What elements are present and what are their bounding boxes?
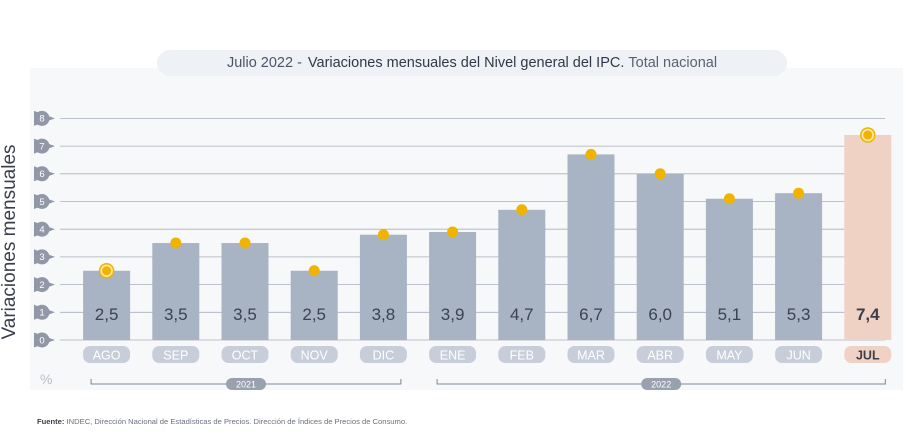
value-label: 2,5: [302, 305, 326, 324]
category-label: MAY: [716, 349, 743, 363]
bar: [359, 234, 407, 340]
category-label: FEB: [510, 349, 534, 363]
value-marker: [585, 148, 597, 160]
bar: [290, 270, 338, 340]
y-tick-circle: [34, 166, 50, 182]
y-tick-circle: [34, 332, 50, 348]
category-label: OCT: [232, 349, 259, 363]
chart-title: Julio 2022 - Variaciones mensuales del N…: [157, 50, 787, 76]
y-tick-circle: [34, 304, 50, 320]
y-tick-circle: [34, 277, 50, 293]
y-tick-circle: [34, 249, 50, 265]
category-label: ABR: [647, 349, 673, 363]
bar: [498, 209, 546, 340]
bar: [429, 231, 477, 340]
category-pill: [429, 346, 477, 363]
category-label: NOV: [301, 349, 329, 363]
category-pill: [359, 346, 407, 363]
value-marker: [308, 265, 320, 277]
bar: [636, 173, 684, 340]
value-marker: [377, 229, 389, 241]
value-label: 3,8: [372, 305, 396, 324]
value-label: 3,9: [441, 305, 465, 324]
value-label: 5,1: [718, 305, 742, 324]
year-label: 2021: [236, 380, 256, 390]
value-marker: [723, 193, 735, 205]
category-pill: [498, 346, 546, 363]
bar: [844, 135, 892, 340]
value-label: 3,5: [233, 305, 257, 324]
bar: [83, 270, 131, 340]
bar: [152, 243, 200, 340]
category-label: SEP: [163, 349, 188, 363]
y-tick-circle: [34, 194, 50, 209]
y-tick-label: 8: [39, 114, 44, 125]
bar: [705, 198, 753, 340]
category-pill: [844, 346, 892, 363]
value-label: 7,4: [856, 305, 880, 324]
category-label: MAR: [577, 349, 605, 363]
title-main: Variaciones mensuales del Nivel general …: [307, 55, 625, 71]
title-prefix: Julio 2022 -: [226, 55, 302, 71]
category-label: JUN: [786, 349, 810, 363]
y-tick-label: 3: [39, 252, 44, 263]
value-label: 4,7: [510, 305, 534, 324]
source-note: Fuente: INDEC, Dirección Nacional de Est…: [37, 417, 407, 426]
year-pill: [641, 378, 682, 390]
value-marker: [793, 187, 805, 199]
category-pill: [567, 346, 615, 363]
y-tick-label: 0: [39, 335, 44, 346]
category-pill: [152, 346, 200, 363]
value-marker: [654, 168, 666, 180]
value-marker: [863, 130, 873, 140]
category-pill: [290, 346, 338, 363]
y-axis-label: Variaciones mensuales: [0, 144, 20, 340]
source-label: Fuente:: [37, 417, 65, 426]
y-tick-label: 6: [39, 169, 44, 180]
y-tick-circle: [34, 138, 50, 154]
value-marker: [447, 226, 459, 238]
bar: [567, 154, 615, 340]
y-tick-label: 4: [39, 225, 44, 236]
value-marker: [102, 266, 112, 276]
y-tick-circle: [34, 221, 50, 237]
category-label: DIC: [373, 349, 395, 363]
value-label: 6,7: [579, 305, 603, 324]
category-pill: [636, 346, 684, 363]
unit-label: %: [40, 371, 53, 387]
y-tick-label: 1: [39, 308, 44, 319]
category-pill: [705, 346, 753, 363]
y-tick-label: 7: [39, 141, 44, 152]
year-pill: [226, 378, 266, 390]
value-label: 5,3: [787, 305, 811, 324]
value-marker: [239, 237, 251, 249]
y-tick-circle: [34, 110, 50, 126]
category-label: AGO: [93, 349, 121, 363]
bar: [775, 193, 823, 340]
value-marker: [170, 237, 182, 249]
title-suffix: Total nacional: [628, 55, 718, 71]
source-text: INDEC, Dirección Nacional de Estadística…: [66, 417, 408, 426]
category-label: ENE: [440, 349, 466, 363]
y-tick-label: 2: [39, 280, 44, 291]
bar: [221, 243, 269, 340]
value-label: 2,5: [95, 305, 119, 324]
value-label: 6,0: [648, 305, 672, 324]
category-pill: [83, 346, 131, 363]
y-tick-label: 5: [39, 197, 44, 208]
category-pill: [775, 346, 823, 363]
year-label: 2022: [651, 380, 671, 390]
value-label: 3,5: [164, 305, 188, 324]
value-marker: [516, 204, 528, 216]
category-label: JUL: [856, 349, 880, 363]
category-pill: [221, 346, 269, 363]
